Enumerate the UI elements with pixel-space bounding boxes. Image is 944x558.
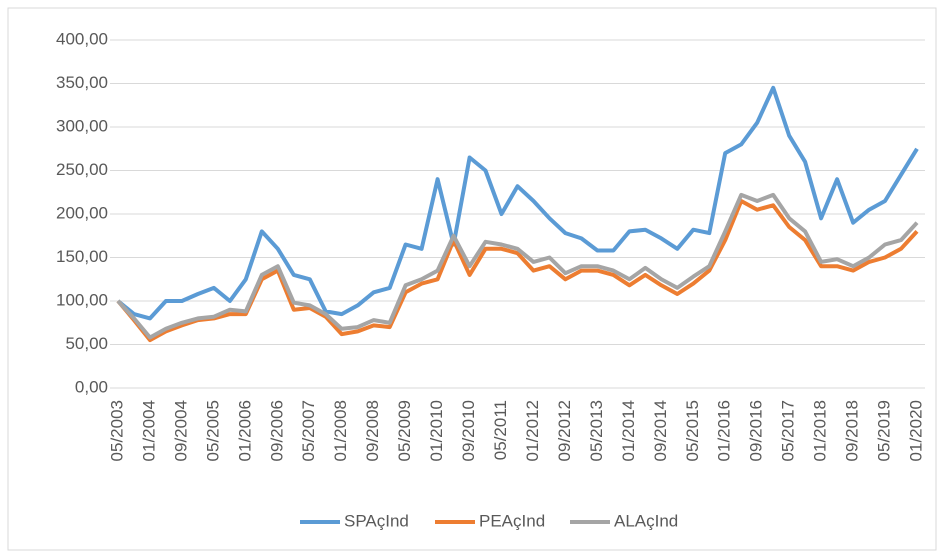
y-tick-label: 300,00 (56, 116, 108, 135)
x-tick-label: 01/2006 (235, 400, 254, 461)
y-tick-label: 150,00 (56, 247, 108, 266)
x-tick-label: 09/2004 (171, 400, 190, 461)
y-tick-label: 250,00 (56, 160, 108, 179)
x-tick-label: 01/2008 (331, 400, 350, 461)
legend-label: ALAçInd (614, 511, 678, 530)
y-tick-label: 100,00 (56, 290, 108, 309)
x-tick-label: 01/2020 (906, 400, 925, 461)
x-tick-label: 09/2014 (651, 400, 670, 461)
x-tick-label: 05/2009 (395, 400, 414, 461)
x-tick-label: 09/2012 (555, 400, 574, 461)
x-tick-label: 01/2014 (619, 400, 638, 461)
x-tick-label: 01/2016 (715, 400, 734, 461)
chart-border (7, 7, 937, 551)
y-tick-label: 200,00 (56, 203, 108, 222)
x-tick-label: 09/2018 (843, 400, 862, 461)
x-tick-label: 01/2004 (139, 400, 158, 461)
x-tick-label: 05/2011 (491, 400, 510, 460)
x-tick-label: 05/2015 (683, 400, 702, 461)
series-line (116, 192, 919, 340)
x-tick-label: 09/2010 (459, 400, 478, 461)
y-tick-label: 350,00 (56, 73, 108, 92)
x-tick-label: 01/2010 (427, 400, 446, 461)
x-tick-label: 01/2012 (523, 400, 542, 461)
legend-label: SPAçInd (344, 511, 409, 530)
y-tick-label: 400,00 (56, 29, 108, 48)
x-tick-label: 05/2003 (107, 400, 126, 461)
x-tick-label: 05/2013 (587, 400, 606, 461)
y-tick-label: 50,00 (65, 334, 108, 353)
x-tick-label: 05/2007 (299, 400, 318, 461)
y-tick-label: 0,00 (75, 377, 108, 396)
x-tick-label: 05/2017 (779, 400, 798, 461)
x-tick-label: 05/2005 (203, 400, 222, 461)
series-line (116, 85, 919, 321)
x-tick-label: 09/2006 (267, 400, 286, 461)
legend-label: PEAçInd (479, 511, 545, 530)
x-tick-label: 09/2008 (363, 400, 382, 461)
x-tick-label: 01/2018 (811, 400, 830, 461)
x-tick-label: 09/2016 (747, 400, 766, 461)
x-tick-label: 05/2019 (875, 400, 894, 461)
